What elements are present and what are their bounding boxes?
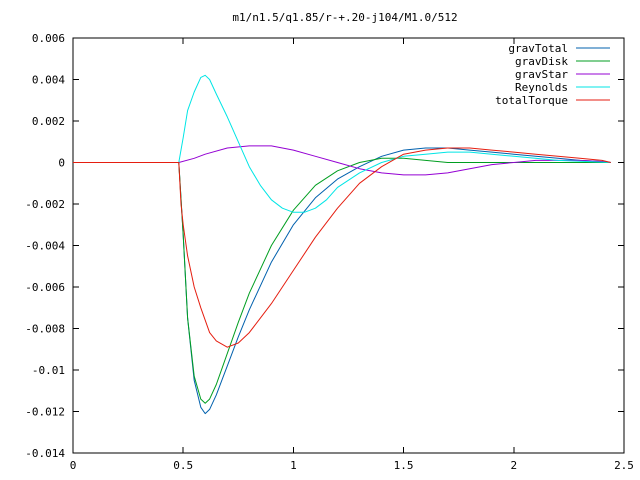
x-tick-label: 0.5: [173, 459, 193, 472]
y-tick-label: 0.002: [32, 115, 65, 128]
legend-label-totalTorque: totalTorque: [495, 94, 568, 107]
y-tick-label: -0.014: [25, 447, 65, 460]
y-tick-label: -0.008: [25, 323, 65, 336]
x-tick-label: 1: [290, 459, 297, 472]
series-line-gravStar: [73, 145, 611, 176]
x-tick-label: 0: [70, 459, 77, 472]
y-tick-label: -0.012: [25, 406, 65, 419]
x-tick-label: 2.5: [614, 459, 634, 472]
series-line-Reynolds: [73, 74, 611, 213]
legend-label-gravTotal: gravTotal: [508, 42, 568, 55]
legend-label-gravStar: gravStar: [515, 68, 568, 81]
series-line-gravTotal: [73, 147, 611, 415]
x-tick-label: 1.5: [394, 459, 414, 472]
y-tick-label: 0.004: [32, 74, 65, 87]
y-tick-label: 0.006: [32, 32, 65, 45]
y-tick-label: -0.002: [25, 198, 65, 211]
legend-label-gravDisk: gravDisk: [515, 55, 568, 68]
y-axis: 0.006 0.004 0.002 0 -0.002 -0.004 -0.006 -0.008…: [25, 32, 624, 460]
legend: gravTotalgravDiskgravStarReynoldstotalTo…: [495, 42, 610, 107]
y-tick-label: 0: [58, 157, 65, 170]
series-line-gravDisk: [73, 157, 611, 404]
chart-title: m1/n1.5/q1.85/r-+.20-j104/M1.0/512: [232, 11, 457, 24]
series-layer: [73, 74, 611, 415]
x-axis: 0 0.5 1 1.5 2 2.5: [70, 38, 634, 472]
y-tick-label: -0.004: [25, 240, 65, 253]
y-tick-label: -0.006: [25, 281, 65, 294]
legend-label-Reynolds: Reynolds: [515, 81, 568, 94]
x-tick-label: 2: [510, 459, 517, 472]
y-tick-label: -0.01: [32, 364, 65, 377]
series-line-totalTorque: [73, 147, 611, 348]
